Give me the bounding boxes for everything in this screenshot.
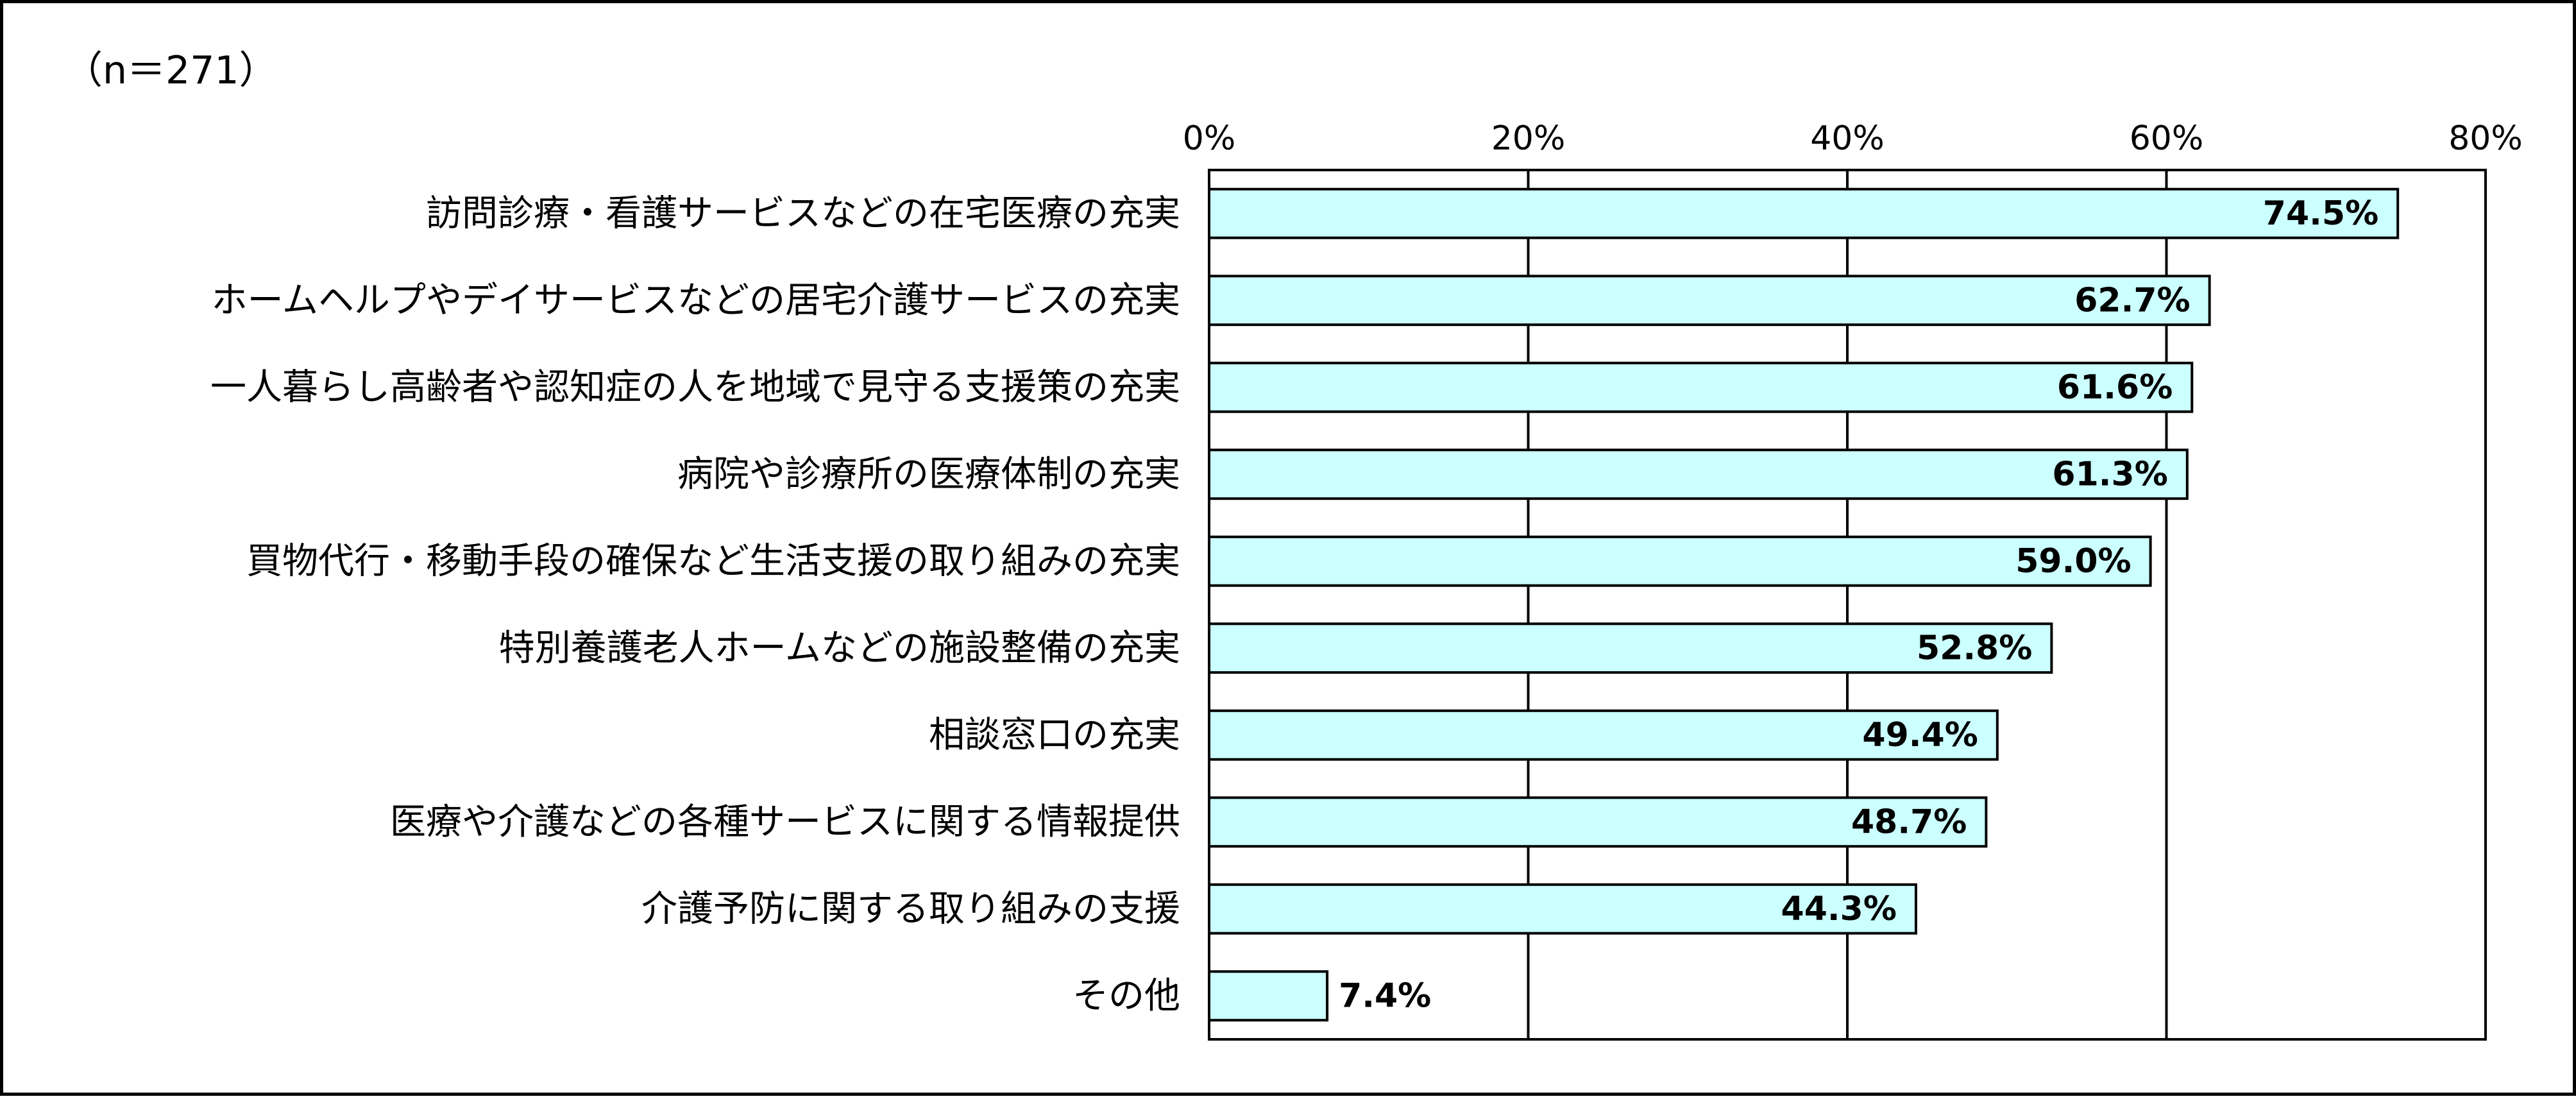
category-labels: 訪問診療・看護サービスなどの在宅医療の充実ホームヘルプやデイサービスなどの居宅介… [210, 192, 1180, 1017]
bar-value-label: 62.7% [2074, 281, 2190, 319]
x-tick-label: 60% [2130, 119, 2204, 158]
x-tick-label: 20% [1491, 119, 1566, 158]
bar [1208, 709, 1999, 761]
bar [1208, 448, 2189, 500]
bar-value-label: 52.8% [1917, 629, 2032, 667]
category-label: 相談窓口の充実 [929, 714, 1180, 756]
category-label: 訪問診療・看護サービスなどの在宅医療の充実 [426, 192, 1180, 234]
bar [1208, 275, 2211, 327]
bar [1208, 361, 2194, 413]
bar-chart: （n＝271） 0% 20% 40% 60% 80% 訪問診療・看護サービスなどの在宅医… [64, 48, 2523, 1041]
bar [1208, 970, 1329, 1022]
category-label: 介護予防に関する取り組みの支援 [641, 888, 1180, 930]
bar-value-label: 61.3% [2052, 455, 2167, 493]
bar-value-label: 59.0% [2015, 542, 2131, 581]
plot-area-border [1208, 169, 2487, 1041]
category-label: その他 [1072, 975, 1180, 1017]
bar [1208, 796, 1988, 848]
x-tick-label: 80% [2448, 119, 2523, 158]
category-label: ホームヘルプやデイサービスなどの居宅介護サービスの充実 [212, 280, 1180, 321]
category-label: 特別養護老人ホームなどの施設整備の充実 [499, 627, 1180, 669]
bar-value-label: 61.6% [2057, 368, 2173, 407]
category-label: 一人暮らし高齢者や認知症の人を地域で見守る支援策の充実 [210, 366, 1180, 408]
bar-value-label: 49.4% [1862, 716, 1978, 754]
value-labels: 74.5% 62.7% 61.6% 61.3% 59.0% 52.8% 49.4% 48.7%… [1339, 194, 2378, 1016]
category-label: 買物代行・移動手段の確保など生活支援の取り組みの充実 [246, 540, 1180, 582]
bar [1208, 187, 2400, 239]
category-label: 医療や介護などの各種サービスに関する情報提供 [390, 801, 1180, 843]
x-axis-ticks: 0% 20% 40% 60% 80% [1183, 119, 2523, 158]
bar-value-label: 44.3% [1781, 890, 1897, 928]
x-tick-label: 40% [1810, 119, 1885, 158]
sample-size-label: （n＝271） [64, 48, 278, 93]
bar [1208, 535, 2152, 587]
bar-value-label: 7.4% [1339, 976, 1431, 1015]
bar-value-label: 74.5% [2263, 194, 2378, 233]
bar [1208, 622, 2053, 674]
x-tick-label: 0% [1183, 119, 1236, 158]
category-label: 病院や診療所の医療体制の充実 [677, 454, 1180, 495]
bar-value-label: 48.7% [1851, 803, 1967, 841]
